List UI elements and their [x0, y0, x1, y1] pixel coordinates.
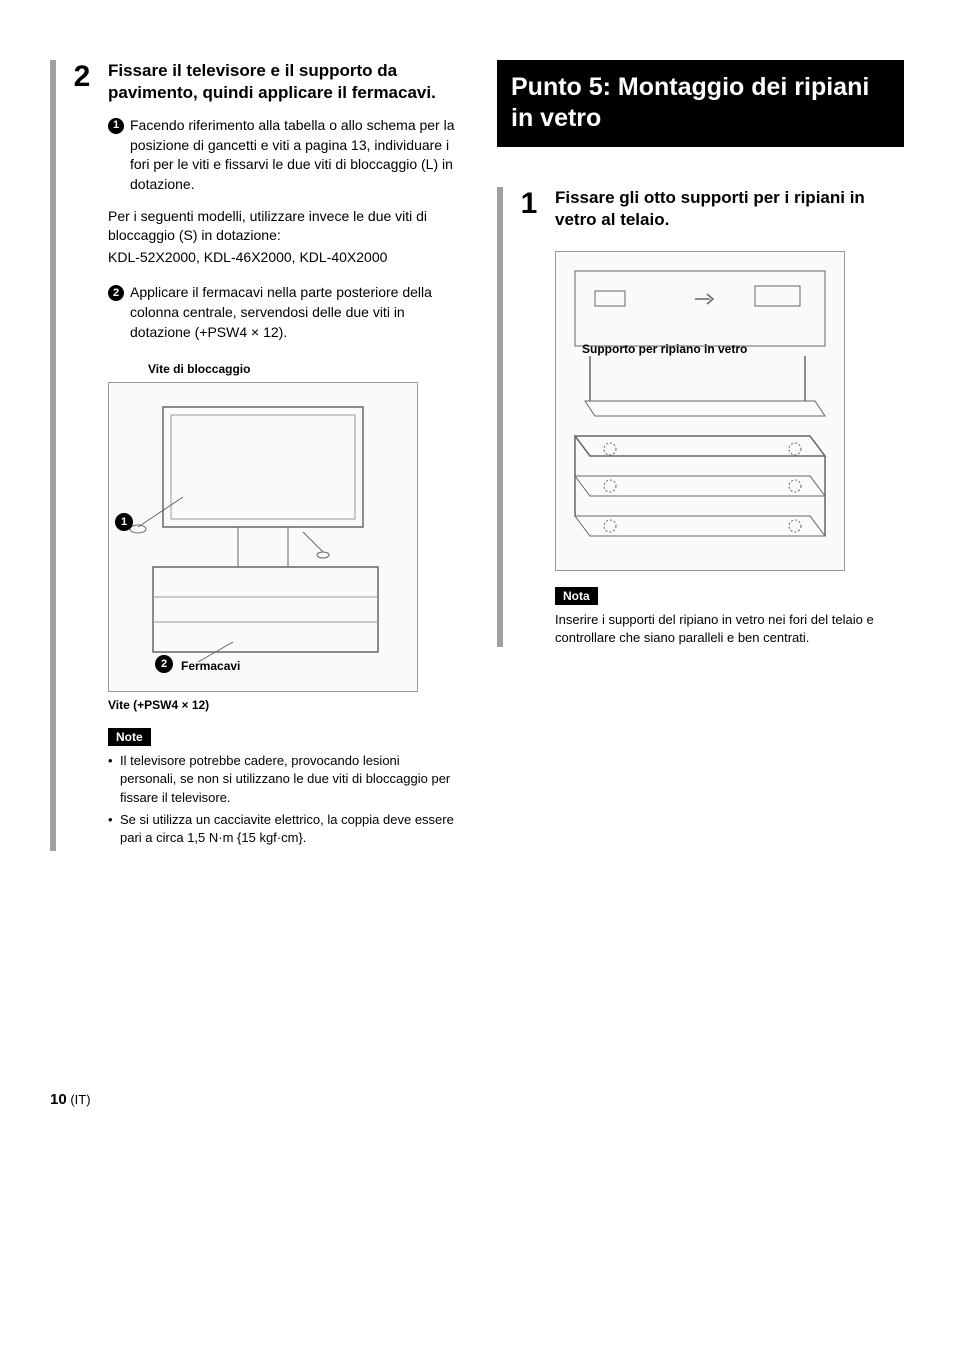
right-figure-inner-label: Supporto per ripiano in vetro — [582, 342, 747, 356]
page-lang: (IT) — [70, 1092, 90, 1107]
page-footer: 10 (IT) — [50, 1091, 904, 1108]
right-step-title: Fissare gli otto supporti per i ripiani … — [555, 187, 904, 231]
tv-stand-diagram — [123, 397, 403, 677]
right-step-number: 1 — [515, 187, 543, 648]
page-number: 10 — [50, 1091, 67, 1108]
substep-text-1: Facendo riferimento alla tabella o allo … — [130, 116, 457, 194]
substep-1: 1 Facendo riferimento alla tabella o all… — [108, 116, 457, 194]
callout-marker-2: 2 — [155, 655, 173, 673]
figure-top-label: Vite di bloccaggio — [148, 362, 457, 376]
left-figure: 1 2 Fermacavi — [108, 382, 418, 692]
models-list: KDL-52X2000, KDL-46X2000, KDL-40X2000 — [108, 248, 457, 268]
intermediate-text: Per i seguenti modelli, utilizzare invec… — [108, 207, 457, 246]
right-note-text: Inserire i supporti del ripiano in vetro… — [555, 611, 904, 647]
left-note-heading: Note — [108, 728, 151, 746]
shelf-support-diagram — [565, 261, 835, 561]
sidebar-accent — [50, 60, 56, 851]
right-figure: Supporto per ripiano in vetro — [555, 251, 845, 571]
figure-bottom-label: Vite (+PSW4 × 12) — [108, 698, 457, 712]
left-step-title: Fissare il televisore e il supporto da p… — [108, 60, 457, 104]
substep-2: 2 Applicare il fermacavi nella parte pos… — [108, 283, 457, 342]
callout-label-fermacavi: Fermacavi — [181, 659, 240, 673]
right-sidebar-accent — [497, 187, 503, 648]
section-title: Punto 5: Montaggio dei ripiani in vetro — [511, 72, 890, 135]
left-step-number: 2 — [68, 60, 96, 851]
note-item-1: Il televisore potrebbe cadere, provocand… — [108, 752, 457, 807]
right-note-heading: Nota — [555, 587, 598, 605]
substep-marker-1: 1 — [108, 118, 124, 134]
left-note-list: Il televisore potrebbe cadere, provocand… — [108, 752, 457, 847]
callout-marker-1: 1 — [115, 513, 133, 531]
note-item-2: Se si utilizza un cacciavite elettrico, … — [108, 811, 457, 847]
substep-marker-2: 2 — [108, 285, 124, 301]
section-header: Punto 5: Montaggio dei ripiani in vetro — [497, 60, 904, 147]
substep-text-2: Applicare il fermacavi nella parte poste… — [130, 283, 457, 342]
